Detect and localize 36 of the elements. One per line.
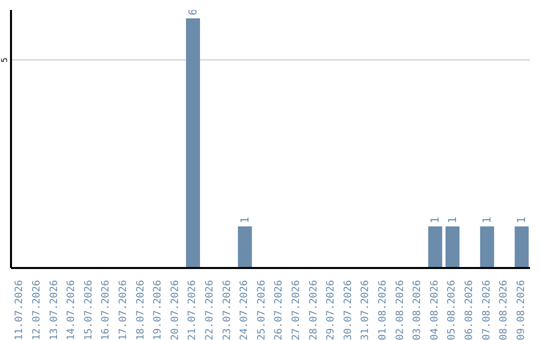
x-tick-label: 13.07.2026 <box>48 280 60 340</box>
x-tick-label: 26.07.2026 <box>274 280 285 340</box>
x-tick-label: 01.08.2026 <box>377 280 388 340</box>
x-tick-label: 18.07.2026 <box>135 280 146 340</box>
x-tick-label: 05.08.2026 <box>446 280 458 340</box>
x-tick-label: 29.07.2026 <box>326 280 337 340</box>
x-tick-label: 27.07.2026 <box>290 280 302 340</box>
x-tick-label: 11.07.2026 <box>14 280 26 340</box>
x-tick-label: 31.07.2026 <box>360 280 372 340</box>
x-tick-label: 28.07.2026 <box>308 280 320 340</box>
x-tick-label: 04.08.2026 <box>429 280 440 340</box>
data-label: 1 <box>480 216 494 224</box>
x-tick-label: 14.07.2026 <box>66 280 78 340</box>
x-tick-label: 24.07.2026 <box>239 280 250 340</box>
x-tick-label: 25.07.2026 <box>256 280 268 340</box>
x-tick-label: 19.07.2026 <box>152 280 164 340</box>
x-tick-label: 30.07.2026 <box>342 280 354 340</box>
x-tick-label: 17.07.2026 <box>118 280 129 340</box>
x-tick-label: 02.08.2026 <box>394 280 406 340</box>
x-tick-label: 07.08.2026 <box>481 280 492 340</box>
x-tick-label: 12.07.2026 <box>31 280 42 340</box>
x-tick-label: 03.08.2026 <box>412 280 424 340</box>
x-tick-label: 20.07.2026 <box>170 280 181 340</box>
data-label: 1 <box>238 216 252 224</box>
x-tick-label: 06.08.2026 <box>464 280 475 340</box>
x-tick-label: 21.07.2026 <box>187 280 198 340</box>
data-label: 1 <box>446 216 459 224</box>
x-tick-label: 09.08.2026 <box>516 280 527 340</box>
y-tick-label: 5 <box>0 57 9 62</box>
data-label: 1 <box>428 216 442 224</box>
data-label: 1 <box>515 216 528 224</box>
x-tick-label: 16.07.2026 <box>100 280 112 340</box>
x-tick-label: 08.08.2026 <box>498 280 510 340</box>
x-tick-label: 15.07.2026 <box>83 280 94 340</box>
x-tick-label: 23.07.2026 <box>222 280 233 340</box>
x-tick-label: 22.07.2026 <box>204 280 216 340</box>
